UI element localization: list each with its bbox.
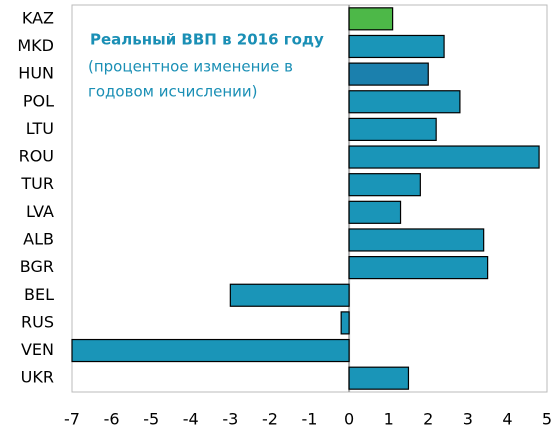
x-tick-label: -3 (222, 410, 238, 429)
y-tick-label: ROU (19, 147, 54, 166)
x-tick-label: -6 (104, 410, 120, 429)
y-tick-label: MKD (17, 36, 54, 55)
bar (348, 7, 394, 31)
x-tick-label: 0 (344, 410, 354, 429)
y-tick-label: BGR (20, 257, 54, 276)
bar (348, 145, 540, 169)
bar (348, 256, 489, 280)
x-tick-label: -1 (302, 410, 318, 429)
bar (348, 117, 437, 141)
y-tick-label: UKR (21, 368, 54, 387)
x-tick-label: -5 (143, 410, 159, 429)
y-tick-label: TUR (20, 174, 54, 193)
chart-subtitle: годовом исчислении) (88, 83, 258, 101)
bar (348, 90, 461, 114)
x-tick-label: 3 (463, 410, 473, 429)
x-tick-label: -2 (262, 410, 278, 429)
chart-title: Реальный ВВП в 2016 году (90, 31, 324, 49)
bar (348, 200, 402, 224)
bar (348, 173, 421, 197)
x-tick-label: 5 (542, 410, 552, 429)
y-tick-label: LVA (26, 202, 54, 221)
bar (71, 338, 350, 363)
y-tick-label: LTU (26, 119, 54, 138)
y-tick-label: VEN (21, 340, 54, 359)
y-tick-label: HUN (18, 64, 54, 83)
bar (340, 311, 350, 335)
x-tick-label: 2 (423, 410, 433, 429)
y-tick-label: BEL (24, 285, 54, 304)
x-tick-label: -7 (64, 410, 80, 429)
y-tick-label: RUS (21, 312, 54, 331)
x-tick-label: 4 (502, 410, 512, 429)
bar (348, 366, 410, 390)
chart-subtitle: (процентное изменение в (88, 58, 293, 76)
y-tick-label: KAZ (22, 8, 54, 27)
y-tick-label: POL (23, 91, 54, 110)
bar (348, 228, 485, 252)
bar (348, 34, 445, 59)
y-tick-label: ALB (23, 229, 54, 248)
plot-frame (71, 4, 548, 393)
x-tick-label: 1 (384, 410, 394, 429)
bar (348, 62, 429, 86)
bar (229, 283, 350, 307)
x-tick-label: -4 (183, 410, 199, 429)
